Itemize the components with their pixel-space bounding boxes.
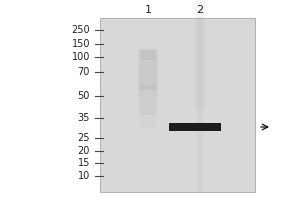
- Bar: [100, 18, 255, 192]
- Bar: [138, 85, 158, 115]
- Text: 250: 250: [71, 25, 90, 35]
- Text: 100: 100: [72, 52, 90, 62]
- Text: 150: 150: [71, 39, 90, 49]
- Bar: [169, 123, 221, 131]
- Text: 1: 1: [145, 5, 152, 15]
- Text: 10: 10: [78, 171, 90, 181]
- Text: 15: 15: [78, 158, 90, 168]
- Text: 25: 25: [77, 133, 90, 143]
- Text: 50: 50: [78, 91, 90, 101]
- Bar: [140, 50, 155, 60]
- Bar: [140, 48, 156, 128]
- Text: 70: 70: [78, 67, 90, 77]
- Bar: [138, 50, 158, 90]
- Bar: [195, 0, 205, 110]
- Text: 20: 20: [78, 146, 90, 156]
- Text: 2: 2: [196, 5, 204, 15]
- Text: 35: 35: [78, 113, 90, 123]
- Bar: [197, 18, 203, 192]
